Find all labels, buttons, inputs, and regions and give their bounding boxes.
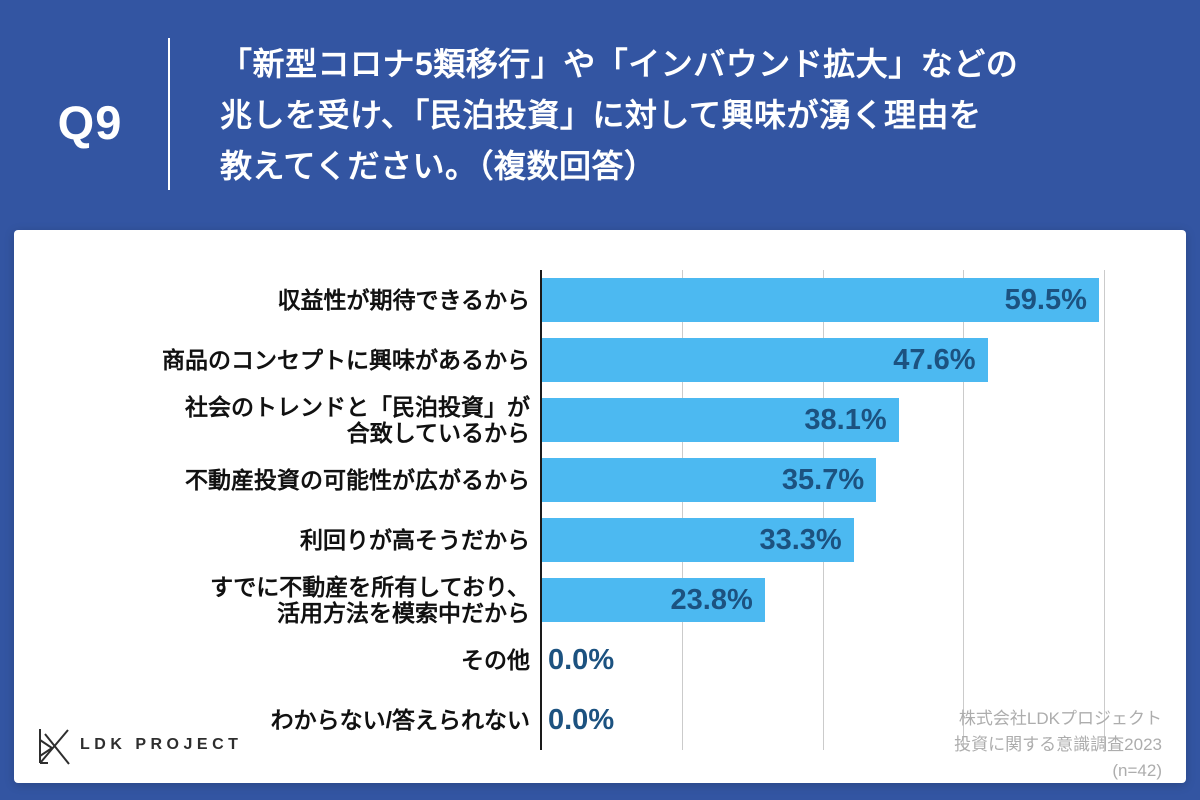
bar: 35.7% xyxy=(542,458,877,502)
bar: 23.8% xyxy=(542,578,765,622)
bar: 33.3% xyxy=(542,518,854,562)
chart-row: すでに不動産を所有しており、 活用方法を模索中だから 23.8% xyxy=(14,570,1186,630)
category-label: すでに不動産を所有しており、 活用方法を模索中だから xyxy=(210,574,530,626)
category-label: その他 xyxy=(461,647,530,673)
value-label: 35.7% xyxy=(781,463,865,496)
value-label: 59.5% xyxy=(1004,283,1087,316)
question-line-3: 教えてください。（複数回答） xyxy=(220,148,657,184)
category-label: 不動産投資の可能性が広がるから xyxy=(185,467,530,493)
question-line-1: 「新型コロナ5類移行」や「インバウンド拡大」などの xyxy=(220,46,1019,82)
chart-row: 利回りが高そうだから 33.3% xyxy=(14,510,1186,570)
bar: 47.6% xyxy=(542,338,988,382)
chart-row: 収益性が期待できるから 59.5% xyxy=(14,270,1186,330)
source-line-3: (n=42) xyxy=(1112,761,1162,780)
category-label: 収益性が期待できるから xyxy=(277,287,530,313)
chart-row: 商品のコンセプトに興味があるから 47.6% xyxy=(14,330,1186,390)
source-attribution: 株式会社LDKプロジェクト 投資に関する意識調査2023 (n=42) xyxy=(954,706,1162,784)
value-label: 47.6% xyxy=(893,343,976,376)
source-line-1: 株式会社LDKプロジェクト xyxy=(958,709,1162,728)
y-axis-line xyxy=(540,270,542,750)
category-label: わからない/答えられない xyxy=(270,707,530,733)
bar-chart: 収益性が期待できるから 59.5% 商品のコンセプトに興味があるから 47.6% 社会の… xyxy=(14,230,1186,783)
question-number: Q9 xyxy=(57,96,123,149)
ldk-logo-icon xyxy=(32,723,72,767)
question-text: 「新型コロナ5類移行」や「インバウンド拡大」などの 兆しを受け、「民泊投資」に対… xyxy=(220,39,1018,192)
category-label: 商品のコンセプトに興味があるから xyxy=(162,347,530,373)
value-label: 38.1% xyxy=(804,403,887,436)
chart-row: わからない/答えられない 0.0% xyxy=(14,690,1186,750)
question-line-2: 兆しを受け、「民泊投資」に対して興味が湧く理由を xyxy=(220,97,982,133)
gridline-30pct xyxy=(822,270,824,750)
value-label: 0.0% xyxy=(548,703,615,736)
value-label: 33.3% xyxy=(759,523,842,556)
gridline-60pct xyxy=(1103,270,1105,750)
bar: 59.5% xyxy=(542,278,1099,322)
category-label: 社会のトレンドと「民泊投資」が 合致しているから xyxy=(185,394,530,446)
source-line-2: 投資に関する意識調査2023 xyxy=(954,735,1162,754)
chart-card: 収益性が期待できるから 59.5% 商品のコンセプトに興味があるから 47.6% 社会の… xyxy=(14,230,1186,783)
ldk-logo-text: LDK PROJECT xyxy=(80,736,243,753)
value-label: 0.0% xyxy=(548,643,615,676)
bar: 38.1% xyxy=(542,398,899,442)
header-separator xyxy=(168,38,170,190)
chart-row: 社会のトレンドと「民泊投資」が 合致しているから 38.1% xyxy=(14,390,1186,450)
chart-row: 不動産投資の可能性が広がるから 35.7% xyxy=(14,450,1186,510)
ldk-project-logo: LDK PROJECT xyxy=(32,723,242,767)
chart-row: その他 0.0% xyxy=(14,630,1186,690)
value-label: 23.8% xyxy=(670,583,753,616)
gridline-45pct xyxy=(963,270,965,750)
gridline-15pct xyxy=(682,270,684,750)
category-label: 利回りが高そうだから xyxy=(300,527,530,553)
